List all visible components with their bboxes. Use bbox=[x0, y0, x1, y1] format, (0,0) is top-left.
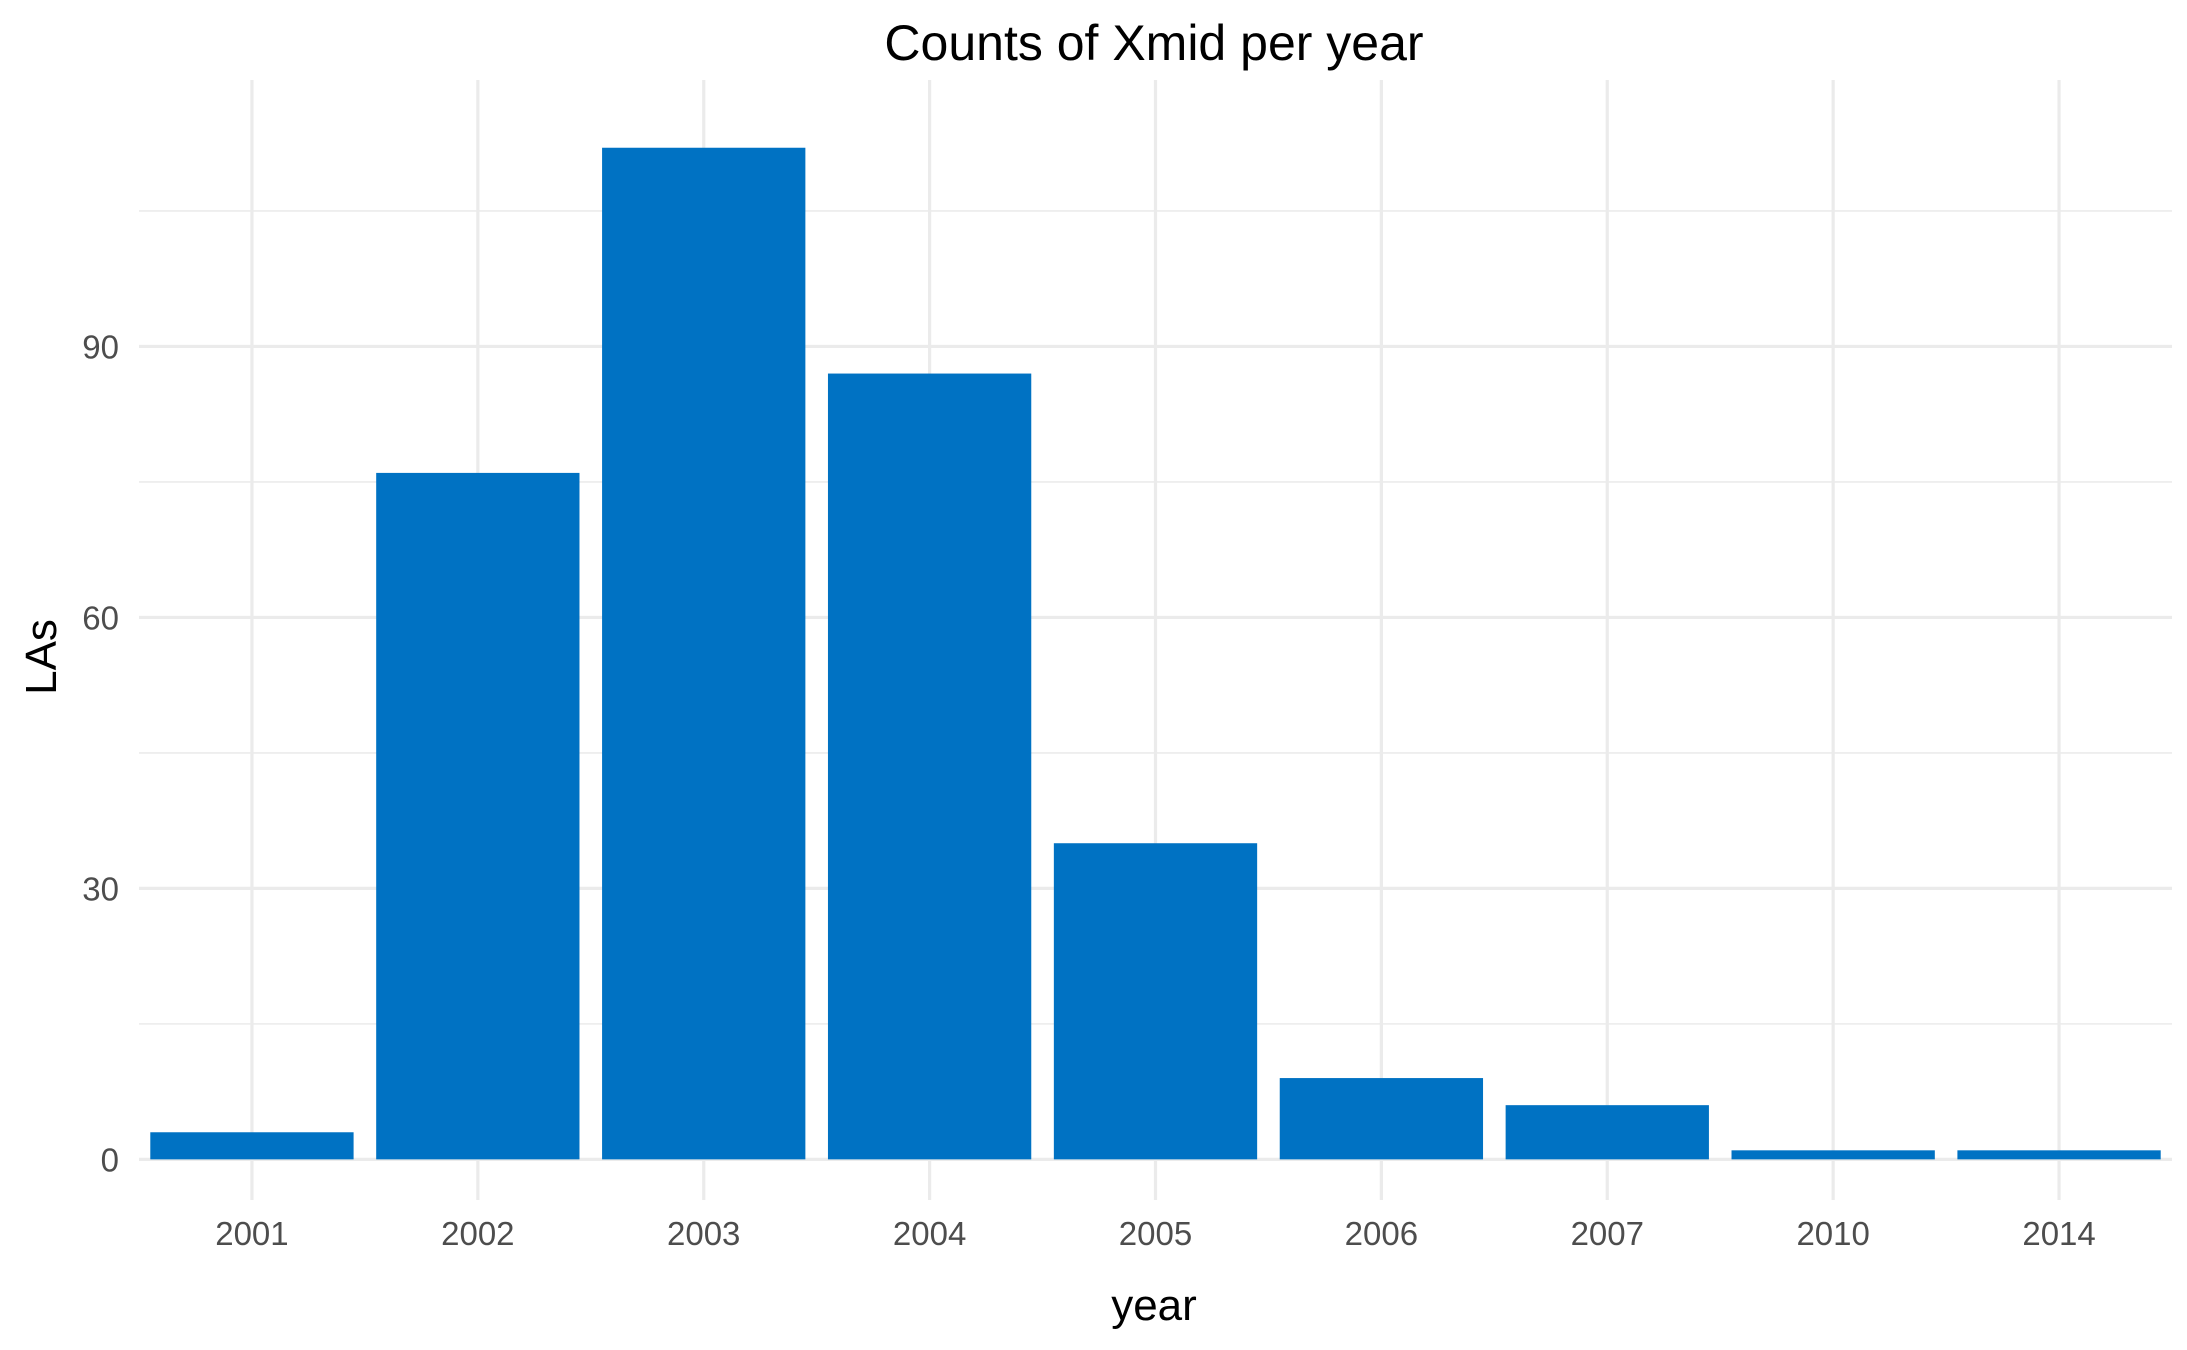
bar-2007 bbox=[1505, 1105, 1709, 1160]
x-tick-label: 2005 bbox=[1119, 1215, 1192, 1252]
x-tick-label: 2004 bbox=[893, 1215, 966, 1252]
bar-2014 bbox=[1957, 1150, 2161, 1160]
x-tick-label: 2006 bbox=[1345, 1215, 1418, 1252]
y-axis-title: LAs bbox=[17, 619, 66, 695]
bar-2006 bbox=[1279, 1078, 1484, 1160]
y-tick-label: 30 bbox=[82, 870, 119, 907]
x-tick-label: 2014 bbox=[2022, 1215, 2095, 1252]
bars bbox=[150, 147, 2161, 1160]
chart-title: Counts of Xmid per year bbox=[884, 15, 1423, 71]
bar-2003 bbox=[602, 147, 806, 1160]
x-tick-label: 2001 bbox=[215, 1215, 288, 1252]
x-tick-label: 2003 bbox=[667, 1215, 740, 1252]
x-tick-label: 2010 bbox=[1796, 1215, 1869, 1252]
bar-2005 bbox=[1053, 843, 1258, 1160]
x-axis-title: year bbox=[1111, 1281, 1197, 1330]
bar-2004 bbox=[827, 373, 1032, 1160]
x-axis-ticks: 2001 2002 2003 2004 2005 2006 2007 2010 2014 bbox=[215, 1215, 2096, 1252]
bar-2001 bbox=[150, 1132, 354, 1160]
bar-2002 bbox=[376, 472, 580, 1160]
bar-2010 bbox=[1731, 1150, 1935, 1160]
y-tick-label: 0 bbox=[101, 1141, 119, 1178]
x-tick-label: 2002 bbox=[441, 1215, 514, 1252]
y-tick-label: 60 bbox=[82, 599, 119, 636]
y-axis-ticks: 0 30 60 90 bbox=[82, 328, 119, 1178]
x-tick-label: 2007 bbox=[1571, 1215, 1644, 1252]
y-tick-label: 90 bbox=[82, 328, 119, 365]
